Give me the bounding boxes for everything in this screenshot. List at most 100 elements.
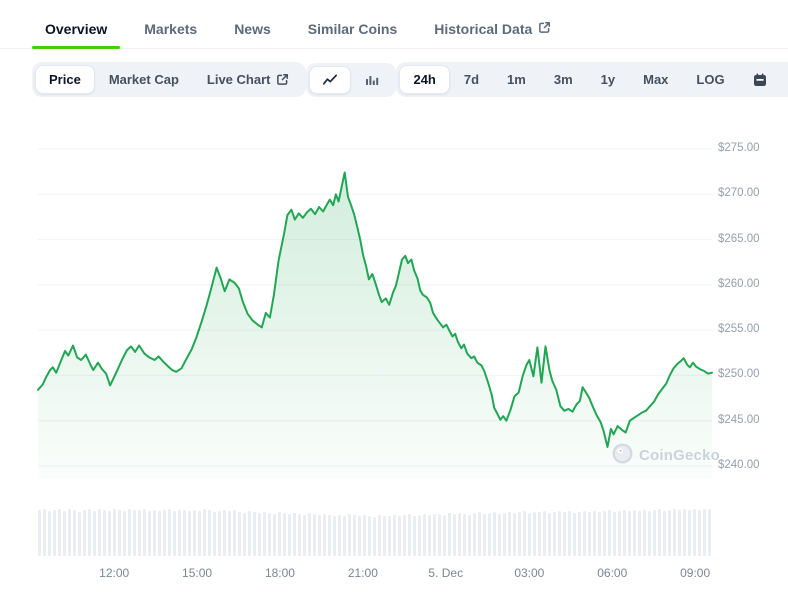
volume-bar <box>658 509 662 556</box>
download-button[interactable] <box>781 66 788 94</box>
y-axis-label: $240.00 <box>718 459 760 471</box>
volume-bar <box>578 511 582 556</box>
volume-bar <box>133 510 137 556</box>
tab-label: Overview <box>45 21 108 37</box>
tab-label: Similar Coins <box>307 21 398 37</box>
volume-bar <box>598 512 602 556</box>
watermark-text: CoinGecko <box>639 447 720 464</box>
range-label: 3m <box>553 72 573 87</box>
volume-bar <box>543 511 547 556</box>
volume-bar <box>328 514 332 556</box>
volume-bar <box>423 513 427 556</box>
x-axis-label: 5. Dec <box>428 566 464 580</box>
bar-chart-toggle[interactable] <box>351 66 393 94</box>
volume-bar <box>533 511 537 556</box>
volume-bar <box>683 509 687 556</box>
volume-bar <box>73 510 77 556</box>
volume-bar <box>653 510 657 556</box>
x-axis-label: 12:00 <box>99 566 130 580</box>
range-24h[interactable]: 24h <box>399 65 450 94</box>
range-3m[interactable]: 3m <box>540 65 587 94</box>
volume-bar <box>443 514 447 556</box>
volume-bar <box>348 514 352 556</box>
volume-bar <box>308 513 312 556</box>
volume-bar <box>418 514 422 556</box>
tab-similar-coins[interactable]: Similar Coins <box>295 13 410 48</box>
range-label: Max <box>643 72 669 87</box>
tab-bar: Overview Markets News Similar Coins Hist… <box>0 0 788 49</box>
x-axis-label: 15:00 <box>182 566 213 580</box>
tab-historical-data[interactable]: Historical Data <box>421 13 564 48</box>
volume-bar <box>298 513 302 556</box>
log-scale-toggle[interactable]: LOG <box>682 65 738 94</box>
volume-bar <box>278 512 282 556</box>
volume-bar <box>633 510 637 556</box>
volume-bar <box>453 514 457 556</box>
external-link-icon <box>276 73 289 86</box>
range-1y[interactable]: 1y <box>587 65 629 94</box>
coingecko-watermark: CoinGecko <box>612 443 720 468</box>
line-chart-toggle[interactable] <box>309 65 352 94</box>
volume-bar <box>83 509 87 556</box>
volume-bar <box>593 510 597 556</box>
volume-bar <box>208 510 212 556</box>
volume-bar <box>693 509 697 556</box>
volume-bar <box>198 510 202 556</box>
y-axis-label: $270.00 <box>718 187 760 200</box>
tab-markets[interactable]: Markets <box>131 13 210 48</box>
volume-bar <box>253 512 257 556</box>
range-7d[interactable]: 7d <box>450 65 493 94</box>
price-chart[interactable]: $275.00 $270.00 $265.00 $260.00 $255.00 $250.… <box>0 107 788 607</box>
date-picker-button[interactable] <box>739 66 781 94</box>
x-axis-label: 09:00 <box>680 566 711 580</box>
volume-bar <box>228 511 232 556</box>
volume-bar <box>588 511 592 556</box>
volume-bar <box>628 511 632 556</box>
volume-bar <box>398 516 402 556</box>
volume-bar <box>428 515 432 556</box>
volume-bar <box>323 513 327 556</box>
volume-bar <box>53 509 57 556</box>
chart-toolbar: Price Market Cap Live Chart <box>32 62 788 97</box>
volume-bar <box>183 510 187 556</box>
calendar-icon <box>752 72 768 88</box>
tab-news[interactable]: News <box>221 13 284 48</box>
volume-bar <box>513 513 517 556</box>
bar-chart-icon <box>364 72 380 88</box>
volume-bar <box>168 509 172 556</box>
volume-bar <box>378 515 382 556</box>
volume-bar <box>173 510 177 556</box>
volume-bar <box>538 512 542 556</box>
volume-bar <box>123 510 127 556</box>
volume-bar <box>383 516 387 556</box>
market-cap-toggle[interactable]: Market Cap <box>95 65 193 94</box>
volume-bar <box>373 516 377 556</box>
volume-bar <box>43 509 47 556</box>
volume-bar <box>648 511 652 556</box>
price-chart-svg <box>37 148 713 479</box>
volume-bar <box>93 510 97 556</box>
range-label: 1m <box>507 72 526 87</box>
range-max[interactable]: Max <box>629 65 682 94</box>
volume-bar <box>248 511 252 556</box>
volume-bar <box>138 509 142 556</box>
volume-bar <box>78 511 82 556</box>
price-toggle[interactable]: Price <box>35 65 95 94</box>
volume-bar <box>358 516 362 556</box>
volume-bar <box>193 509 197 556</box>
y-axis-label: $255.00 <box>718 323 760 336</box>
volume-bar <box>338 514 342 556</box>
volume-bar <box>583 510 587 556</box>
volume-bar <box>288 514 292 556</box>
volume-bar <box>688 509 692 556</box>
volume-bar <box>108 511 112 556</box>
volume-bar <box>408 514 412 556</box>
volume-bar <box>483 513 487 556</box>
range-1m[interactable]: 1m <box>493 65 540 94</box>
volume-bar <box>38 510 42 556</box>
volume-bar <box>88 509 92 556</box>
live-chart-link[interactable]: Live Chart <box>193 65 304 94</box>
y-axis-label: $275.00 <box>718 142 760 154</box>
tab-overview[interactable]: Overview <box>32 13 121 49</box>
x-axis-label: 18:00 <box>264 566 295 580</box>
